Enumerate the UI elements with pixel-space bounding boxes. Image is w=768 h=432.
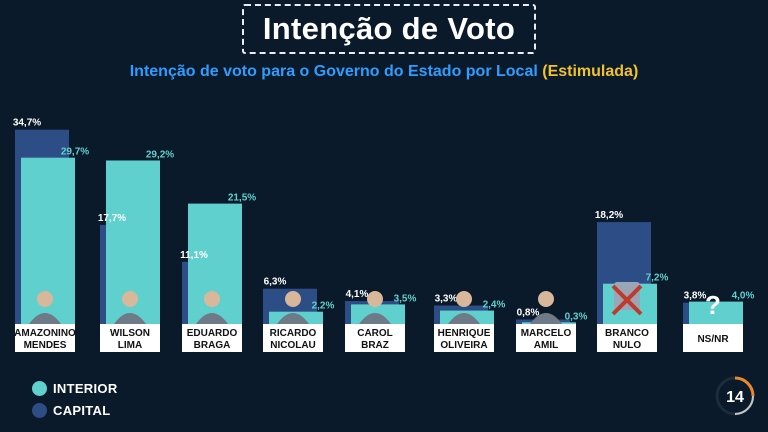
name-label-box xyxy=(597,324,657,352)
candidate-body-icon xyxy=(277,313,309,324)
candidate-body-icon xyxy=(530,313,562,324)
candidate-body-icon xyxy=(114,313,146,324)
candidate-photo-icon xyxy=(122,291,138,307)
cross-icon xyxy=(611,284,643,316)
value-label-interior: 0,3% xyxy=(565,311,588,322)
category-label: BRAZ xyxy=(361,340,389,351)
category-label: AMAZONINO xyxy=(14,328,76,339)
value-label-capital: 18,2% xyxy=(595,210,623,221)
candidate-photo-icon xyxy=(37,291,53,307)
value-label-interior: 21,5% xyxy=(228,193,256,204)
name-label-box xyxy=(263,324,323,352)
value-label-interior: 7,2% xyxy=(646,273,669,284)
candidate-photo-icon xyxy=(204,291,220,307)
category-label: CAROL xyxy=(357,328,393,339)
legend: INTERIOR CAPITAL xyxy=(32,377,118,421)
category-label: RICARDO xyxy=(270,328,317,339)
name-label-box xyxy=(100,324,160,352)
category-label: BRAGA xyxy=(194,340,231,351)
question-icon: ? xyxy=(705,290,721,320)
value-label-capital: 17,7% xyxy=(98,213,126,224)
value-label-capital: 34,7% xyxy=(13,118,41,129)
candidate-body-icon xyxy=(196,313,228,324)
value-label-capital: 6,3% xyxy=(264,277,287,288)
channel-logo: 14 xyxy=(715,376,755,416)
value-label-capital: 3,3% xyxy=(435,294,458,305)
candidate-body-icon xyxy=(448,313,480,324)
legend-swatch-interior xyxy=(32,380,47,396)
legend-label-capital: CAPITAL xyxy=(53,402,111,418)
category-label: HENRIQUE xyxy=(438,328,491,339)
channel-logo-text: 14 xyxy=(726,389,744,406)
candidate-photo-icon xyxy=(285,291,301,307)
value-label-capital: 3,8% xyxy=(684,291,707,302)
category-label: NICOLAU xyxy=(270,340,316,351)
name-label-box xyxy=(516,324,576,352)
bar-interior xyxy=(689,301,743,324)
name-label-box xyxy=(683,324,743,352)
value-label-capital: 11,1% xyxy=(180,250,208,261)
category-label: BRANCO xyxy=(605,328,649,339)
page-title: Intenção de Voto xyxy=(262,11,516,46)
legend-item-interior: INTERIOR xyxy=(32,377,118,399)
value-label-interior: 29,7% xyxy=(61,147,89,158)
legend-label-interior: INTERIOR xyxy=(53,380,118,396)
title-box: Intenção de Voto xyxy=(242,4,536,54)
value-label-interior: 2,2% xyxy=(312,301,335,312)
value-label-interior: 4,0% xyxy=(732,291,755,302)
value-label-interior: 3,5% xyxy=(394,293,417,304)
candidate-body-icon xyxy=(359,313,391,324)
category-label: WILSON xyxy=(110,328,150,339)
category-label: MARCELO xyxy=(521,328,572,339)
legend-swatch-capital xyxy=(32,402,47,418)
chart-subtitle: Intenção de voto para o Governo do Estad… xyxy=(0,63,768,81)
candidate-photo-icon xyxy=(456,291,472,307)
category-label: OLIVEIRA xyxy=(440,340,487,351)
category-label: NS/NR xyxy=(697,334,729,345)
name-label-box xyxy=(345,324,405,352)
legend-item-capital: CAPITAL xyxy=(32,399,118,421)
category-label: NULO xyxy=(613,340,642,351)
name-label-box xyxy=(15,324,75,352)
category-label: LIMA xyxy=(118,340,142,351)
value-label-interior: 29,2% xyxy=(146,149,174,160)
subtitle-highlight: (Estimulada) xyxy=(542,63,639,80)
value-label-interior: 2,4% xyxy=(483,300,506,311)
subtitle-main: Intenção de voto para o Governo do Estad… xyxy=(129,63,538,80)
category-label: AMIL xyxy=(534,340,558,351)
category-label: MENDES xyxy=(24,340,67,351)
name-label-box xyxy=(182,324,242,352)
candidate-group: 3,8% 4,0%? NS/NR xyxy=(683,290,755,352)
candidate-photo-icon xyxy=(538,291,554,307)
candidate-photo-icon xyxy=(367,291,383,307)
name-label-box xyxy=(434,324,494,352)
value-label-capital: 0,8% xyxy=(517,308,540,319)
candidate-body-icon xyxy=(29,313,61,324)
ballot-icon xyxy=(614,282,640,310)
value-label-capital: 4,1% xyxy=(346,289,369,300)
category-label: EDUARDO xyxy=(187,328,238,339)
